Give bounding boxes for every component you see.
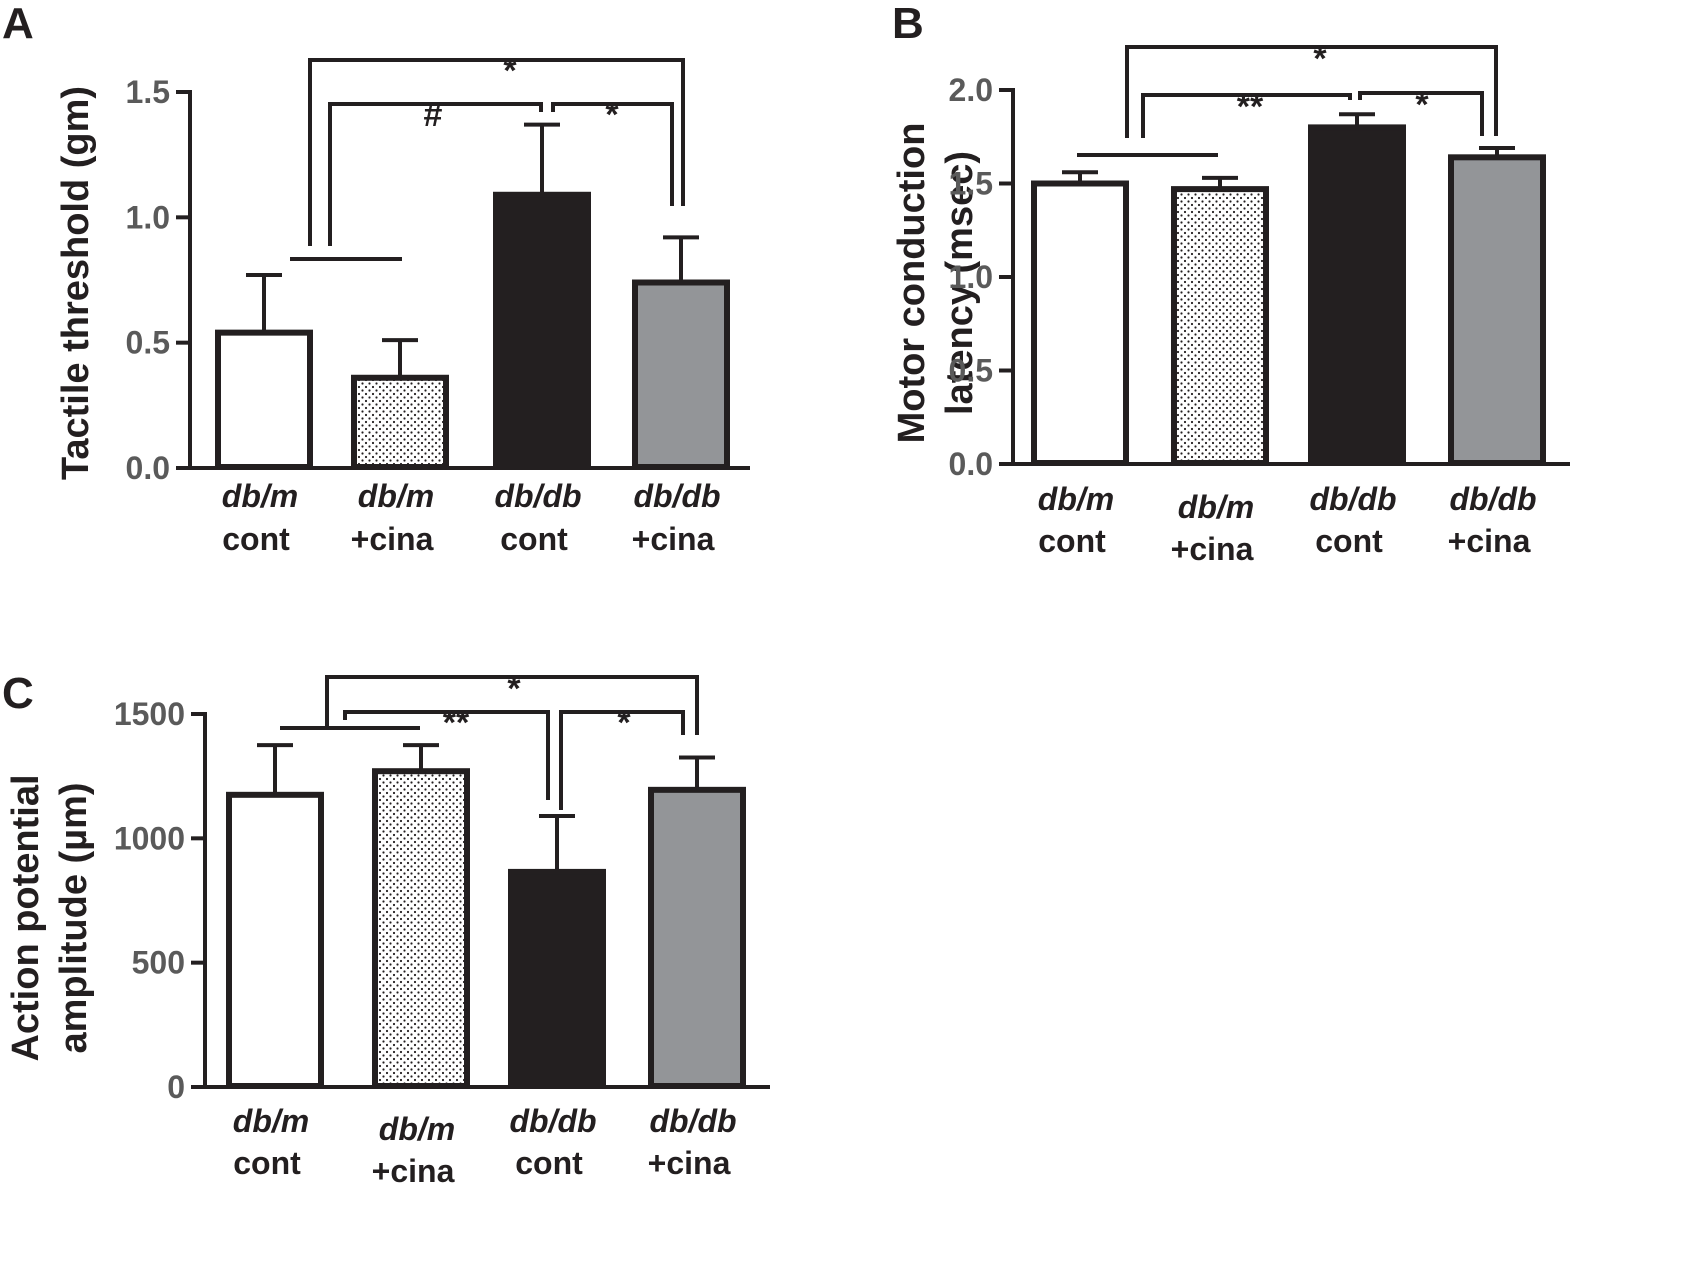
panel-a-bar-2 bbox=[351, 374, 449, 471]
panel-b-category-label-bottom: +cina bbox=[1171, 531, 1254, 567]
panel-a-sig-label: # bbox=[424, 96, 443, 134]
panel-b-category-label-bottom: cont bbox=[1038, 523, 1106, 559]
panel-b-category-label-bottom: cont bbox=[1315, 523, 1383, 559]
panel-c-chart: C Action potential amplitude (µm) 0 500 10… bbox=[2, 669, 770, 1189]
panel-c-category-label-top: db/db bbox=[509, 1103, 596, 1139]
panel-c-letter: C bbox=[2, 669, 34, 718]
panel-c-sig-bracket bbox=[343, 710, 550, 800]
panel-b-chart: B Motor conduction latency (msec) 0.0 0.5… bbox=[891, 0, 1570, 567]
panel-c-category-label-top: db/db bbox=[649, 1103, 736, 1139]
panel-b-sig-label: * bbox=[1415, 86, 1429, 124]
panel-a-category-label-top: db/db bbox=[633, 478, 720, 514]
panel-c-y-tick-label: 1000 bbox=[114, 820, 185, 856]
panel-c-bar-1 bbox=[226, 791, 324, 1089]
panel-a-category-label-bottom: cont bbox=[500, 521, 568, 557]
panel-b-letter: B bbox=[892, 0, 924, 48]
panel-c-sig-label: * bbox=[507, 670, 521, 708]
panel-b-sig-bracket bbox=[1141, 93, 1352, 138]
panel-b-bar-3 bbox=[1308, 124, 1406, 467]
panel-b-y-tick-label: 0.0 bbox=[949, 446, 993, 482]
panel-c-y-tick-label: 1500 bbox=[114, 696, 185, 732]
panel-a-chart: A Tactile threshold (gm) 0.0 0.5 1.0 1.5 db/… bbox=[2, 0, 750, 557]
panel-b-y-tick-label: 1.5 bbox=[949, 166, 993, 202]
panel-a-category-label-top: db/m bbox=[358, 478, 434, 514]
panel-a-y-tick-label: 0.5 bbox=[126, 325, 170, 361]
panel-b-sig-label: * bbox=[1313, 40, 1327, 78]
panel-c-category-label-top: db/m bbox=[379, 1111, 455, 1147]
panel-b-ylabel-line1: Motor conduction bbox=[891, 123, 933, 444]
panel-c-bar-2 bbox=[372, 768, 470, 1090]
panel-a-category-label-bottom: +cina bbox=[632, 521, 715, 557]
panel-c-category-label-top: db/m bbox=[233, 1103, 309, 1139]
panel-a-sig-bracket bbox=[308, 58, 685, 246]
panel-b-ylabel-line2: latency (msec) bbox=[939, 151, 981, 415]
panel-b-category-label-top: db/m bbox=[1038, 481, 1114, 517]
panel-c-ylabel-line1: Action potential bbox=[5, 774, 47, 1061]
panel-b-sig-label: ** bbox=[1237, 88, 1264, 126]
panel-b-bar-4 bbox=[1448, 154, 1546, 466]
panel-a-ylabel: Tactile threshold (gm) bbox=[55, 86, 97, 480]
panel-b-y-tick-label: 0.5 bbox=[949, 353, 993, 389]
panel-c-category-label-bottom: cont bbox=[233, 1145, 301, 1181]
panel-b-category-label-top: db/db bbox=[1449, 481, 1536, 517]
panel-a-category-label-top: db/db bbox=[494, 478, 581, 514]
panel-a-sig-label: * bbox=[605, 96, 619, 134]
panel-c-category-label-bottom: +cina bbox=[648, 1145, 731, 1181]
panel-a-sig-bracket bbox=[328, 102, 543, 246]
panel-a-bar-1 bbox=[215, 329, 313, 471]
panel-b-y-tick-label: 2.0 bbox=[949, 72, 993, 108]
panel-c-bar-3 bbox=[508, 868, 606, 1089]
panel-b-category-label-top: db/m bbox=[1178, 489, 1254, 525]
panel-b-bar-2 bbox=[1171, 186, 1269, 467]
panel-c-y-tick-label: 500 bbox=[132, 945, 185, 981]
panel-a-y-tick-label: 0.0 bbox=[126, 450, 170, 486]
panel-a-bar-4 bbox=[632, 279, 730, 470]
panel-b-bar-1 bbox=[1031, 180, 1129, 466]
panel-a-category-label-bottom: cont bbox=[222, 521, 290, 557]
panel-c-sig-label: ** bbox=[443, 704, 470, 742]
panel-a-category-label-top: db/m bbox=[222, 478, 298, 514]
panel-b-category-label-bottom: +cina bbox=[1448, 523, 1531, 559]
panel-b-y-tick-label: 1.0 bbox=[949, 259, 993, 295]
panel-c-y-tick-label: 0 bbox=[167, 1069, 185, 1105]
panel-c-category-label-bottom: +cina bbox=[372, 1153, 455, 1189]
panel-a-bar-3 bbox=[493, 191, 591, 470]
panel-b-category-label-top: db/db bbox=[1309, 481, 1396, 517]
panel-c-ylabel-line2: amplitude (µm) bbox=[53, 782, 95, 1053]
panel-b-sig-bracket bbox=[1358, 91, 1484, 136]
panel-a-letter: A bbox=[2, 0, 34, 48]
panel-a-y-tick-label: 1.0 bbox=[126, 199, 170, 235]
panel-c-sig-label: * bbox=[617, 704, 631, 742]
panel-a-sig-bracket bbox=[551, 102, 674, 206]
panel-c-sig-bracket bbox=[559, 710, 685, 810]
panel-c-category-label-bottom: cont bbox=[515, 1145, 583, 1181]
panel-a-y-tick-label: 1.5 bbox=[126, 74, 170, 110]
panel-c-bar-4 bbox=[648, 786, 746, 1089]
panel-a-sig-label: * bbox=[503, 52, 517, 90]
panel-c-sig-bracket bbox=[325, 675, 699, 735]
panel-b-sig-bracket bbox=[1125, 45, 1498, 138]
panel-a-category-label-bottom: +cina bbox=[351, 521, 434, 557]
